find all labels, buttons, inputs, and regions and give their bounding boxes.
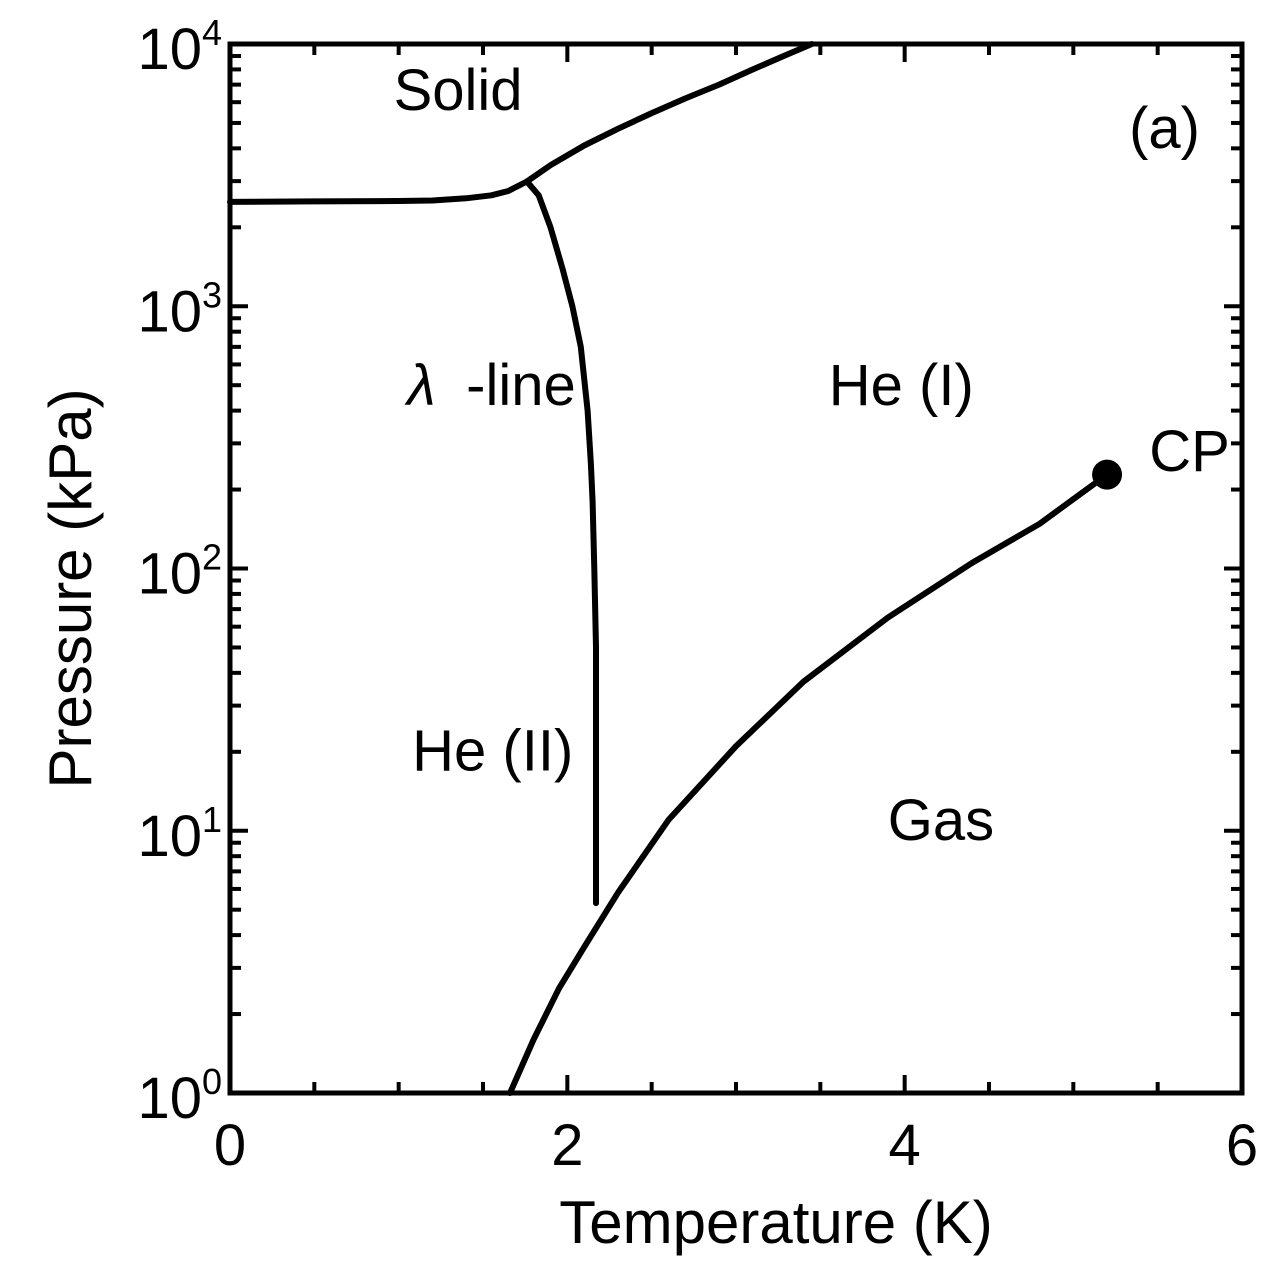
y-tick-labels: 100 101 102 103 104 xyxy=(137,12,222,1131)
x-tick-label: 0 xyxy=(214,1113,246,1178)
x-tick-label: 2 xyxy=(551,1113,583,1178)
y-tick-label: 102 xyxy=(137,537,222,607)
x-axis-title: Temperature (K) xyxy=(559,1189,992,1256)
x-tick-labels: 0 2 4 6 xyxy=(214,1113,1258,1178)
x-tick-label: 4 xyxy=(889,1113,921,1178)
phase-boundary-curve xyxy=(523,41,815,185)
critical-point-marker xyxy=(1092,459,1123,490)
phase-boundaries xyxy=(227,41,1111,1096)
region-label: He (II) xyxy=(412,718,573,783)
region-label: He (I) xyxy=(829,353,974,418)
phase-boundary-curve xyxy=(227,178,530,205)
region-label: CP xyxy=(1149,419,1230,484)
region-label: -line xyxy=(466,353,576,418)
plot-frame xyxy=(227,41,1245,1096)
y-tick-label: 101 xyxy=(137,799,222,869)
panel-label: (a) xyxy=(1129,96,1200,161)
region-labels: Solid λ -line He (I) He (II) Gas CP xyxy=(394,58,1230,853)
y-tick-label: 104 xyxy=(137,12,222,82)
region-label: Solid xyxy=(394,58,523,123)
phase-boundary-curve xyxy=(523,178,599,907)
region-label: λ xyxy=(404,353,436,418)
x-tick-label: 6 xyxy=(1226,1113,1258,1178)
phase-boundary-curve xyxy=(507,471,1111,1096)
y-tick-label: 100 xyxy=(137,1061,222,1131)
y-axis-title: Pressure (kPa) xyxy=(37,388,104,788)
region-label: Gas xyxy=(888,788,994,853)
y-tick-label: 103 xyxy=(137,274,222,344)
